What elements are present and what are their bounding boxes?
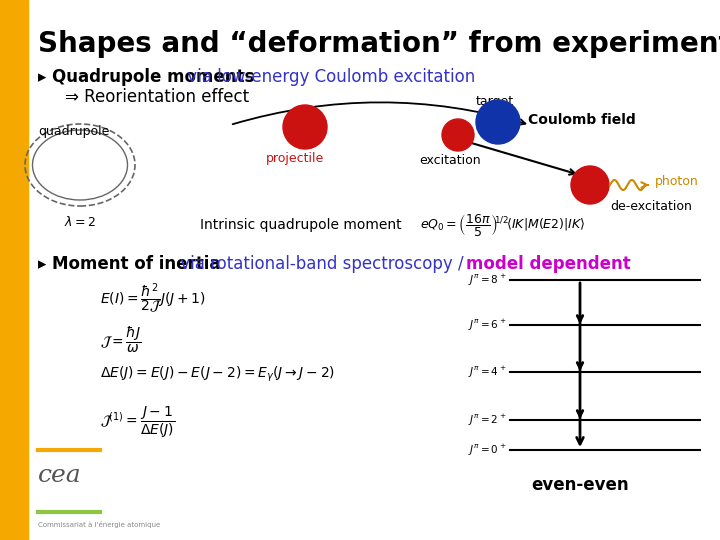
Text: $\mathcal{J} = \dfrac{\hbar J}{\omega}$: $\mathcal{J} = \dfrac{\hbar J}{\omega}$ xyxy=(100,325,142,355)
Text: ⇒ Reorientation effect: ⇒ Reorientation effect xyxy=(65,88,249,106)
Circle shape xyxy=(571,166,609,204)
Circle shape xyxy=(442,119,474,151)
Text: Shapes and “deformation” from experiment: Shapes and “deformation” from experiment xyxy=(38,30,720,58)
Text: even-even: even-even xyxy=(531,476,629,494)
Text: projectile: projectile xyxy=(266,152,324,165)
Text: via low-energy Coulomb excitation: via low-energy Coulomb excitation xyxy=(182,68,475,86)
Text: $J^\pi=6^+$: $J^\pi=6^+$ xyxy=(467,318,506,333)
Circle shape xyxy=(283,105,327,149)
Text: Intrinsic quadrupole moment: Intrinsic quadrupole moment xyxy=(200,218,402,232)
Text: de-excitation: de-excitation xyxy=(610,200,692,213)
Text: Quadrupole moments: Quadrupole moments xyxy=(52,68,254,86)
Bar xyxy=(0,0,28,540)
Text: excitation: excitation xyxy=(419,154,481,167)
Text: target: target xyxy=(476,95,514,108)
Text: Coulomb field: Coulomb field xyxy=(528,113,636,127)
Text: $\lambda=2$: $\lambda=2$ xyxy=(64,215,96,229)
Text: $\mathcal{J}^{(1)} = \dfrac{J-1}{\Delta E(J)}$: $\mathcal{J}^{(1)} = \dfrac{J-1}{\Delta … xyxy=(100,405,175,440)
Text: $eQ_0 = \left(\dfrac{16\pi}{5}\right)^{\!\!1/2}\!\langle IK|M(E2)|IK\rangle$: $eQ_0 = \left(\dfrac{16\pi}{5}\right)^{\… xyxy=(420,212,585,238)
Text: Moment of inertia: Moment of inertia xyxy=(52,255,220,273)
Text: cea: cea xyxy=(38,463,81,487)
Text: Commissariat à l'énergie atomique: Commissariat à l'énergie atomique xyxy=(38,521,161,528)
Text: *: * xyxy=(476,123,483,137)
Text: $J^\pi=4^+$: $J^\pi=4^+$ xyxy=(467,364,506,380)
Text: model dependent: model dependent xyxy=(466,255,631,273)
Text: $J^\pi=0^+$: $J^\pi=0^+$ xyxy=(467,442,506,457)
Circle shape xyxy=(476,100,520,144)
Text: ▸: ▸ xyxy=(38,68,52,86)
Text: $E(I) = \dfrac{\hbar^2}{2\mathcal{J}}J(J+1)$: $E(I) = \dfrac{\hbar^2}{2\mathcal{J}}J(J… xyxy=(100,282,206,316)
Text: $J^\pi=8^+$: $J^\pi=8^+$ xyxy=(467,273,506,287)
Text: quadrupole: quadrupole xyxy=(38,125,109,138)
Text: via rotational-band spectroscopy /: via rotational-band spectroscopy / xyxy=(175,255,469,273)
Text: $\Delta E(J) = E(J) - E(J-2) = E_\gamma(J \to J-2)$: $\Delta E(J) = E(J) - E(J-2) = E_\gamma(… xyxy=(100,365,335,384)
Text: $J^\pi=2^+$: $J^\pi=2^+$ xyxy=(467,413,506,428)
Text: photon: photon xyxy=(655,176,698,188)
Text: ▸: ▸ xyxy=(38,255,46,273)
